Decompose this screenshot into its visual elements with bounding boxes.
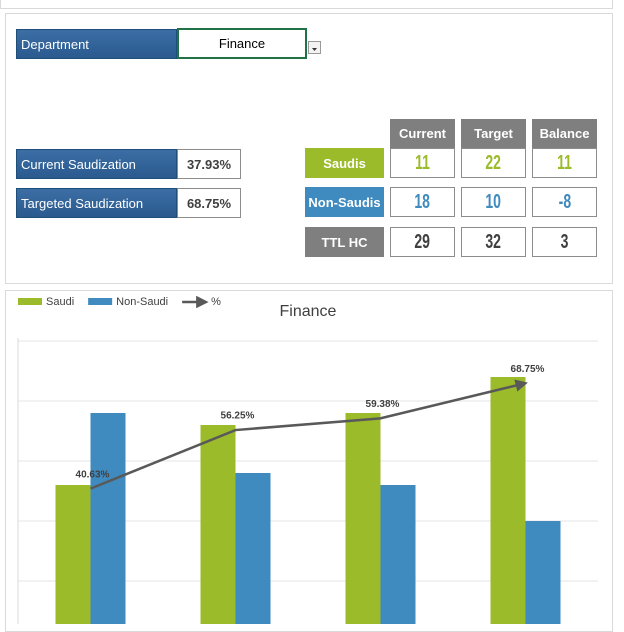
chart-title: Finance [280, 303, 337, 320]
column-header: Target [461, 119, 526, 148]
bar [345, 413, 381, 624]
bar [90, 413, 126, 624]
number: -8 [558, 190, 571, 213]
table-value: 22 [461, 148, 526, 178]
number: 11 [557, 151, 572, 174]
data-label: 68.75% [511, 364, 545, 375]
top-strip [0, 0, 613, 9]
targeted-label: Targeted Saudization [16, 188, 177, 218]
current-label: Current Saudization [16, 149, 177, 179]
data-label: 56.25% [221, 411, 255, 422]
number: 11 [415, 151, 430, 174]
number: 3 [560, 230, 569, 253]
targeted-value: 68.75% [177, 188, 241, 218]
legend-swatch [88, 298, 113, 305]
department-label: Department [16, 29, 177, 59]
row-label: TTL HC [305, 227, 384, 257]
column-header: Current [390, 119, 455, 148]
table-value: 29 [390, 227, 455, 257]
dropdown-button[interactable] [308, 41, 321, 54]
bar [380, 485, 416, 624]
legend-label: Saudi [46, 296, 74, 308]
table-value: 11 [390, 148, 455, 178]
number: 22 [485, 151, 502, 174]
bar [525, 521, 561, 624]
row-label: Non-Saudis [305, 187, 384, 217]
bar [490, 377, 526, 624]
table-value: 11 [532, 148, 597, 178]
current-value: 37.93% [177, 149, 241, 179]
number: 18 [414, 190, 431, 213]
number: 10 [485, 190, 502, 213]
bar [200, 425, 236, 624]
number: 29 [414, 230, 431, 253]
table-value: 3 [532, 227, 597, 257]
table-value: 18 [390, 187, 455, 217]
legend-label: Non-Saudi [116, 296, 168, 308]
row-label: Saudis [305, 148, 384, 178]
table-value: 10 [461, 187, 526, 217]
kpi-panel: Department Finance Current Saudization 3… [5, 13, 613, 284]
data-label: 59.38% [366, 399, 400, 410]
line [90, 379, 528, 490]
bar [235, 473, 271, 624]
legend-label: % [211, 296, 221, 308]
table-value: -8 [532, 187, 597, 217]
department-select[interactable]: Finance [177, 28, 307, 59]
data-label: 40.63% [76, 469, 110, 480]
dropdown-arrow [312, 48, 317, 51]
legend-swatch [18, 298, 42, 305]
bar [55, 485, 91, 624]
column-header: Balance [532, 119, 597, 148]
table-value: 32 [461, 227, 526, 257]
number: 32 [485, 230, 502, 253]
